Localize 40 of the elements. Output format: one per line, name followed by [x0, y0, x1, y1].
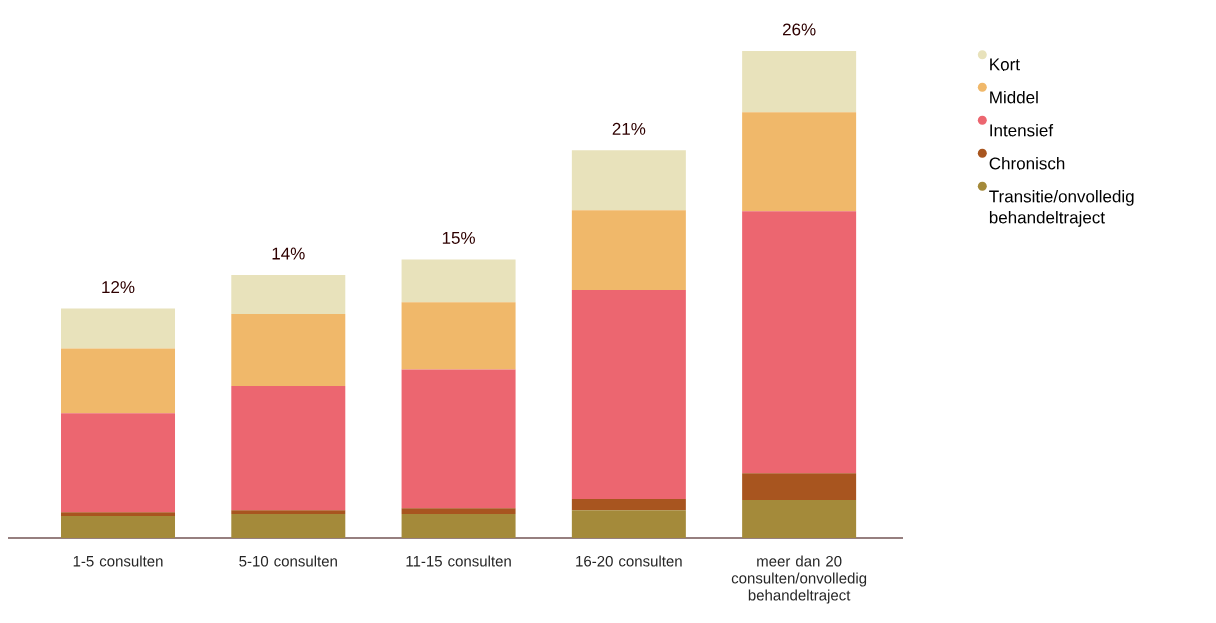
bar [401, 514, 516, 538]
annotation: 15% [442, 231, 475, 244]
x-tick-label: meer dan 20 consulten/onvolledig behandeltraject [731, 555, 867, 604]
bar [571, 499, 686, 511]
bar [61, 512, 176, 517]
annotation: 21% [612, 122, 646, 135]
bar [401, 369, 516, 509]
bar [401, 259, 516, 303]
legend-label: Kort [990, 58, 1020, 71]
bar [571, 510, 686, 538]
bar [401, 302, 516, 370]
bar [571, 210, 686, 291]
bar [61, 308, 176, 349]
bar [231, 514, 346, 538]
legend-label: Middel [990, 90, 1038, 104]
x-tick-label: 1-5 consulten [73, 555, 163, 567]
bar [742, 211, 857, 474]
text: 26% [782, 23, 816, 36]
bar [61, 516, 176, 538]
bar [61, 413, 176, 513]
x-tick-label: 11-15 consulten [406, 555, 511, 567]
annotation: 14% [272, 247, 305, 260]
bar [742, 473, 857, 500]
annotation: 12% [102, 281, 135, 294]
bar [231, 510, 346, 515]
bar [742, 112, 857, 212]
legend-label: Intensief [990, 123, 1054, 137]
bar [231, 313, 346, 387]
bar [61, 348, 176, 414]
bar [742, 500, 857, 538]
bar [571, 150, 686, 211]
legend-label: Chronisch [989, 156, 1065, 170]
bar [571, 290, 686, 500]
bar [742, 50, 857, 113]
bar [231, 275, 346, 314]
x-tick-label: 5-10 consulten [239, 555, 337, 567]
x-tick-label: 16-20 consulten [576, 555, 682, 567]
bar [231, 386, 346, 511]
bar [401, 508, 516, 515]
legend-label: Transitie/onvolledig behandeltraject [989, 190, 1134, 227]
